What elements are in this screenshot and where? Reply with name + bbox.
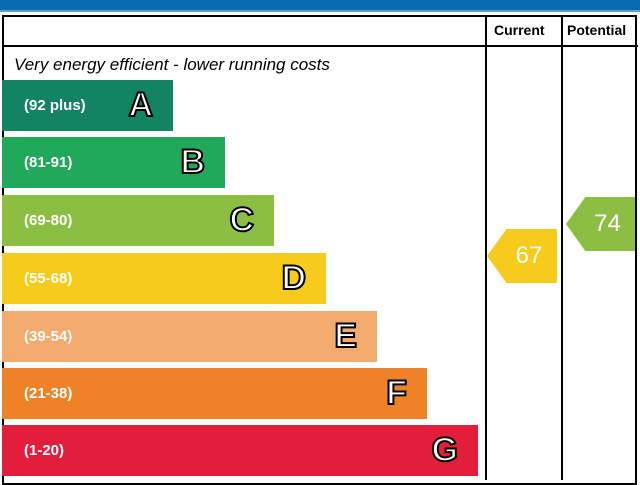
band-d: (55-68) D <box>2 253 326 304</box>
band-range: (69-80) <box>24 212 73 229</box>
potential-header: Potential <box>567 22 627 38</box>
band-letter: A <box>127 85 154 125</box>
title-underline <box>0 10 640 12</box>
band-g: (1-20) G <box>2 425 478 476</box>
band-letter: G <box>431 430 459 470</box>
band-range: (55-68) <box>24 270 73 287</box>
potential-rating-arrow: 74 <box>566 197 635 251</box>
band-range: (81-91) <box>24 154 73 171</box>
title-bar <box>0 0 640 10</box>
header-divider <box>2 45 638 47</box>
band-b: (81-91) B <box>2 137 225 188</box>
current-header: Current <box>494 22 545 38</box>
band-letter: C <box>228 200 255 240</box>
band-letter: F <box>385 373 408 413</box>
band-letter: D <box>280 258 307 298</box>
band-a: (92 plus) A <box>2 80 173 131</box>
column-divider <box>561 15 563 480</box>
band-letter: B <box>179 142 206 182</box>
band-letter: E <box>333 316 358 356</box>
efficiency-note: Very energy efficient - lower running co… <box>14 55 330 74</box>
column-divider <box>485 15 487 480</box>
band-e: (39-54) E <box>2 311 377 362</box>
band-range: (21-38) <box>24 385 73 402</box>
band-f: (21-38) F <box>2 368 427 419</box>
current-rating-value: 67 <box>515 242 543 269</box>
band-range: (92 plus) <box>24 97 86 114</box>
band-c: (69-80) C <box>2 195 274 246</box>
potential-rating-value: 74 <box>594 210 621 237</box>
band-range: (39-54) <box>24 328 73 345</box>
band-range: (1-20) <box>24 442 65 459</box>
